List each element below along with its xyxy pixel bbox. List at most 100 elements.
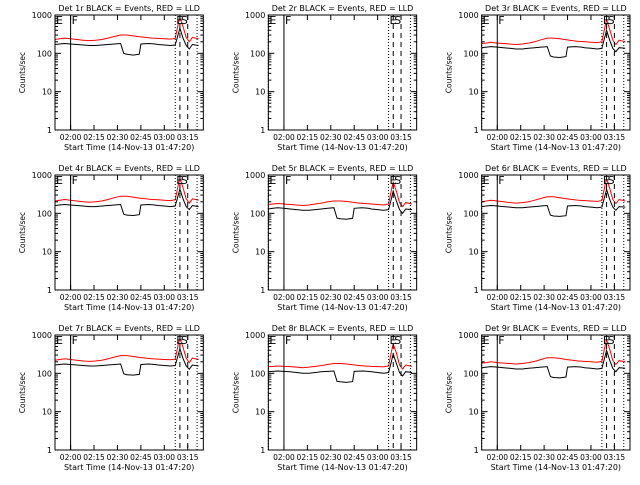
x-tick-label: 02:00 bbox=[273, 133, 295, 142]
y-tick-label: 100 bbox=[37, 209, 52, 218]
marker-label: E bbox=[390, 14, 397, 27]
x-tick-label: 02:00 bbox=[486, 453, 508, 462]
chart-title: Det 5r BLACK = Events, RED = LLD bbox=[272, 164, 414, 173]
marker-label: E bbox=[390, 334, 397, 347]
x-tick-label: 02:15 bbox=[510, 293, 532, 302]
series-line-lld bbox=[54, 16, 199, 43]
chart-title: Det 1r BLACK = Events, RED = LLD bbox=[58, 4, 200, 13]
x-tick-label: 02:30 bbox=[533, 293, 555, 302]
x-tick-label: 02:00 bbox=[486, 293, 508, 302]
y-tick-label: 100 bbox=[37, 369, 52, 378]
x-tick-label: 03:00 bbox=[580, 453, 602, 462]
y-tick-label: 1 bbox=[47, 286, 52, 295]
plot-frame bbox=[54, 174, 204, 291]
marker-label: S bbox=[394, 14, 401, 27]
x-axis-label: Start Time (14-Nov-13 01:47:20) bbox=[277, 463, 407, 472]
marker-label: E bbox=[603, 14, 610, 27]
x-tick-label: 02:45 bbox=[130, 133, 152, 142]
plot-frame bbox=[54, 334, 204, 451]
marker-label: S bbox=[181, 334, 188, 347]
marker-label: E bbox=[176, 14, 183, 27]
marker-label: F bbox=[285, 14, 291, 27]
x-tick-label: 02:45 bbox=[557, 133, 579, 142]
y-tick-label: 1 bbox=[474, 446, 479, 455]
y-tick-label: 100 bbox=[250, 49, 265, 58]
series-line-lld bbox=[54, 336, 199, 364]
marker-label: F bbox=[285, 174, 291, 187]
y-tick-label: 10 bbox=[255, 248, 265, 257]
x-tick-label: 02:00 bbox=[273, 453, 295, 462]
x-tick-label: 02:15 bbox=[297, 133, 319, 142]
y-tick-label: 1 bbox=[474, 286, 479, 295]
chart-title: Det 8r BLACK = Events, RED = LLD bbox=[272, 324, 414, 333]
series-line-events bbox=[268, 189, 413, 220]
y-tick-label: 1000 bbox=[245, 11, 265, 20]
marker-label: E bbox=[56, 14, 63, 27]
x-tick-label: 02:30 bbox=[320, 453, 342, 462]
x-tick-label: 02:45 bbox=[343, 453, 365, 462]
y-tick-label: 1000 bbox=[458, 11, 478, 20]
x-tick-label: 03:15 bbox=[177, 133, 199, 142]
y-tick-label: 100 bbox=[250, 369, 265, 378]
series-line-lld bbox=[268, 342, 413, 370]
series-line-events bbox=[54, 346, 199, 376]
chart-title: Det 6r BLACK = Events, RED = LLD bbox=[485, 164, 627, 173]
x-tick-label: 03:00 bbox=[580, 133, 602, 142]
series-line-lld bbox=[268, 180, 413, 208]
marker-label: S bbox=[394, 174, 401, 187]
chart-title: Det 3r BLACK = Events, RED = LLD bbox=[485, 4, 627, 13]
marker-label: F bbox=[72, 14, 78, 27]
marker-label: S bbox=[394, 334, 401, 347]
x-axis-label: Start Time (14-Nov-13 01:47:20) bbox=[277, 303, 407, 312]
x-tick-label: 03:00 bbox=[153, 453, 175, 462]
marker-label: E bbox=[483, 14, 490, 27]
y-axis-label: Counts/sec bbox=[445, 212, 454, 253]
x-tick-label: 02:30 bbox=[320, 133, 342, 142]
y-tick-label: 1 bbox=[47, 446, 52, 455]
plot-frame bbox=[54, 14, 204, 131]
chart-title: Det 4r BLACK = Events, RED = LLD bbox=[58, 164, 200, 173]
plot-frame bbox=[481, 14, 631, 131]
x-axis-label: Start Time (14-Nov-13 01:47:20) bbox=[491, 463, 621, 472]
x-tick-label: 03:00 bbox=[580, 293, 602, 302]
x-tick-label: 02:30 bbox=[533, 453, 555, 462]
y-tick-label: 100 bbox=[250, 209, 265, 218]
x-tick-label: 02:00 bbox=[60, 453, 82, 462]
x-tick-label: 02:45 bbox=[130, 453, 152, 462]
x-tick-label: 03:15 bbox=[604, 293, 626, 302]
series-line-lld bbox=[481, 17, 626, 46]
series-line-events bbox=[481, 348, 626, 379]
x-axis-label: Start Time (14-Nov-13 01:47:20) bbox=[491, 303, 621, 312]
y-tick-label: 10 bbox=[255, 408, 265, 417]
marker-label: S bbox=[608, 174, 615, 187]
y-tick-label: 10 bbox=[468, 88, 478, 97]
marker-label: E bbox=[483, 174, 490, 187]
marker-label: E bbox=[390, 174, 397, 187]
chart-title: Det 7r BLACK = Events, RED = LLD bbox=[58, 324, 200, 333]
x-tick-label: 02:45 bbox=[557, 453, 579, 462]
x-axis-label: Start Time (14-Nov-13 01:47:20) bbox=[64, 143, 194, 152]
plot-frame bbox=[481, 174, 631, 291]
x-tick-label: 02:30 bbox=[320, 293, 342, 302]
marker-label: F bbox=[285, 334, 291, 347]
series-line-events bbox=[481, 28, 626, 59]
marker-label: F bbox=[72, 174, 78, 187]
x-tick-label: 03:15 bbox=[604, 133, 626, 142]
y-tick-label: 10 bbox=[42, 88, 52, 97]
x-tick-label: 02:45 bbox=[343, 293, 365, 302]
x-tick-label: 02:45 bbox=[557, 293, 579, 302]
x-tick-label: 02:30 bbox=[107, 293, 129, 302]
x-tick-label: 02:15 bbox=[83, 133, 105, 142]
y-tick-label: 100 bbox=[37, 49, 52, 58]
x-tick-label: 02:15 bbox=[83, 453, 105, 462]
y-tick-label: 10 bbox=[255, 88, 265, 97]
x-axis-label: Start Time (14-Nov-13 01:47:20) bbox=[64, 463, 194, 472]
series-line-events bbox=[54, 26, 199, 56]
x-tick-label: 03:00 bbox=[153, 293, 175, 302]
